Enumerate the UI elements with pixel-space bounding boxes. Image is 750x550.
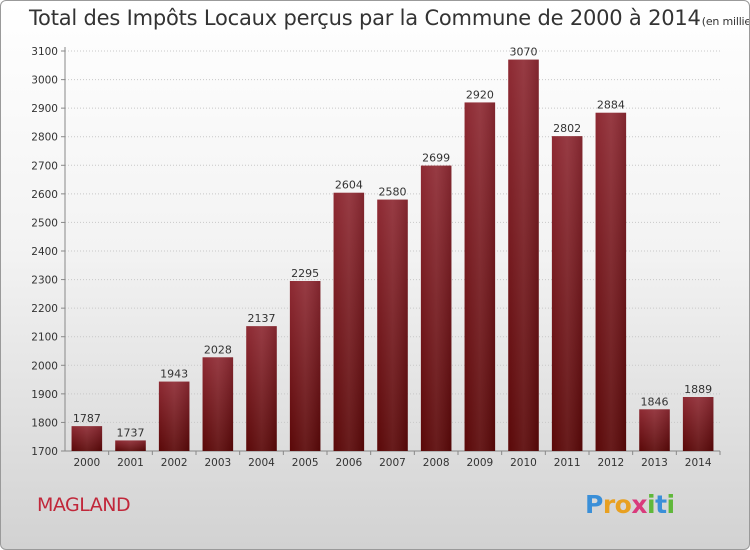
bar-shading — [508, 59, 539, 451]
y-tick-label: 2100 — [31, 332, 58, 344]
bar-shading — [682, 397, 714, 451]
x-tick-label: 2012 — [597, 457, 624, 469]
x-tick-label: 2010 — [510, 457, 537, 469]
chart-title: Total des Impôts Locaux perçus par la Co… — [29, 6, 749, 30]
bar-value-label: 2802 — [553, 122, 581, 135]
brand-letter: i — [647, 490, 656, 519]
bar-shading — [289, 281, 321, 451]
bar-value-label: 3070 — [510, 46, 538, 59]
brand-letter: o — [614, 490, 632, 519]
bar-value-label: 2295 — [291, 267, 319, 280]
brand-letter: x — [631, 490, 647, 519]
x-tick-label: 2001 — [117, 457, 144, 469]
chart-title-text: Total des Impôts Locaux perçus par la Co… — [29, 6, 701, 30]
bar-shading — [639, 409, 670, 451]
y-tick-label: 2500 — [31, 217, 58, 229]
y-tick-label: 2200 — [31, 303, 58, 315]
bar-shading — [551, 136, 583, 451]
brand-letter: i — [666, 490, 676, 519]
bar-value-label: 1846 — [641, 395, 669, 408]
x-tick-label: 2002 — [161, 457, 188, 469]
bar-shading — [595, 112, 627, 451]
bar-value-label: 1787 — [73, 412, 101, 425]
commune-name: MAGLAND — [37, 494, 131, 516]
bar-value-label: 2884 — [597, 99, 625, 112]
y-tick-label: 1900 — [31, 389, 58, 401]
axes: 1700 1800 1900 2000 2100 2200 2300 2400 2500 2600… — [31, 46, 721, 469]
x-tick-label: 2003 — [204, 457, 231, 469]
x-tick-label: 2006 — [335, 457, 362, 469]
bar-value-label: 1737 — [117, 426, 145, 439]
x-tick-label: 2004 — [248, 457, 275, 469]
bar-shading — [158, 381, 190, 451]
bar-shading — [71, 426, 103, 451]
brand-letter: t — [655, 490, 667, 519]
bar-value-label: 1889 — [684, 383, 712, 396]
bar-shading — [333, 192, 365, 451]
y-tick-label: 2600 — [31, 189, 58, 201]
data-labels: 1787 1737 1943 2028 2137 2295 2604 2580 2699 2920… — [73, 46, 712, 440]
bar-shading — [246, 326, 277, 451]
x-tick-label: 2014 — [685, 457, 712, 469]
bar-value-label: 2137 — [248, 312, 276, 325]
bar-value-label: 2028 — [204, 343, 232, 356]
x-tick-label: 2013 — [641, 457, 668, 469]
bar-shading — [115, 440, 146, 451]
bar-shading — [377, 199, 408, 451]
brand-letter: P — [585, 490, 603, 519]
y-tick-label: 1800 — [31, 417, 58, 429]
x-tick-label: 2000 — [73, 457, 100, 469]
y-tick-label: 2900 — [31, 103, 58, 115]
bar-value-label: 2604 — [335, 179, 363, 192]
y-tick-label: 2000 — [31, 360, 58, 372]
bar-shading — [420, 165, 452, 452]
bar-shading — [202, 357, 234, 451]
y-tick-label: 1700 — [31, 446, 58, 458]
brand-logo: Proxiti — [585, 490, 675, 519]
x-tick-label: 2005 — [292, 457, 319, 469]
x-tick-label: 2011 — [554, 457, 581, 469]
x-tick-label: 2009 — [466, 457, 493, 469]
x-tick-label: 2007 — [379, 457, 406, 469]
bar-value-label: 2699 — [422, 152, 450, 165]
chart-unit-label: (en milliers d'€) — [701, 15, 749, 28]
y-tick-label: 2700 — [31, 160, 58, 172]
bar-shading — [464, 102, 496, 451]
bar-value-label: 1943 — [160, 368, 188, 381]
bars — [71, 59, 714, 452]
brand-letter: r — [602, 490, 615, 519]
y-tick-label: 2300 — [31, 275, 58, 287]
y-tick-label: 3100 — [31, 46, 58, 58]
y-tick-label: 2800 — [31, 132, 58, 144]
bar-value-label: 2580 — [379, 186, 407, 199]
x-tick-label: 2008 — [423, 457, 450, 469]
y-tick-label: 3000 — [31, 75, 58, 87]
y-tick-label: 2400 — [31, 246, 58, 258]
bar-value-label: 2920 — [466, 88, 494, 101]
